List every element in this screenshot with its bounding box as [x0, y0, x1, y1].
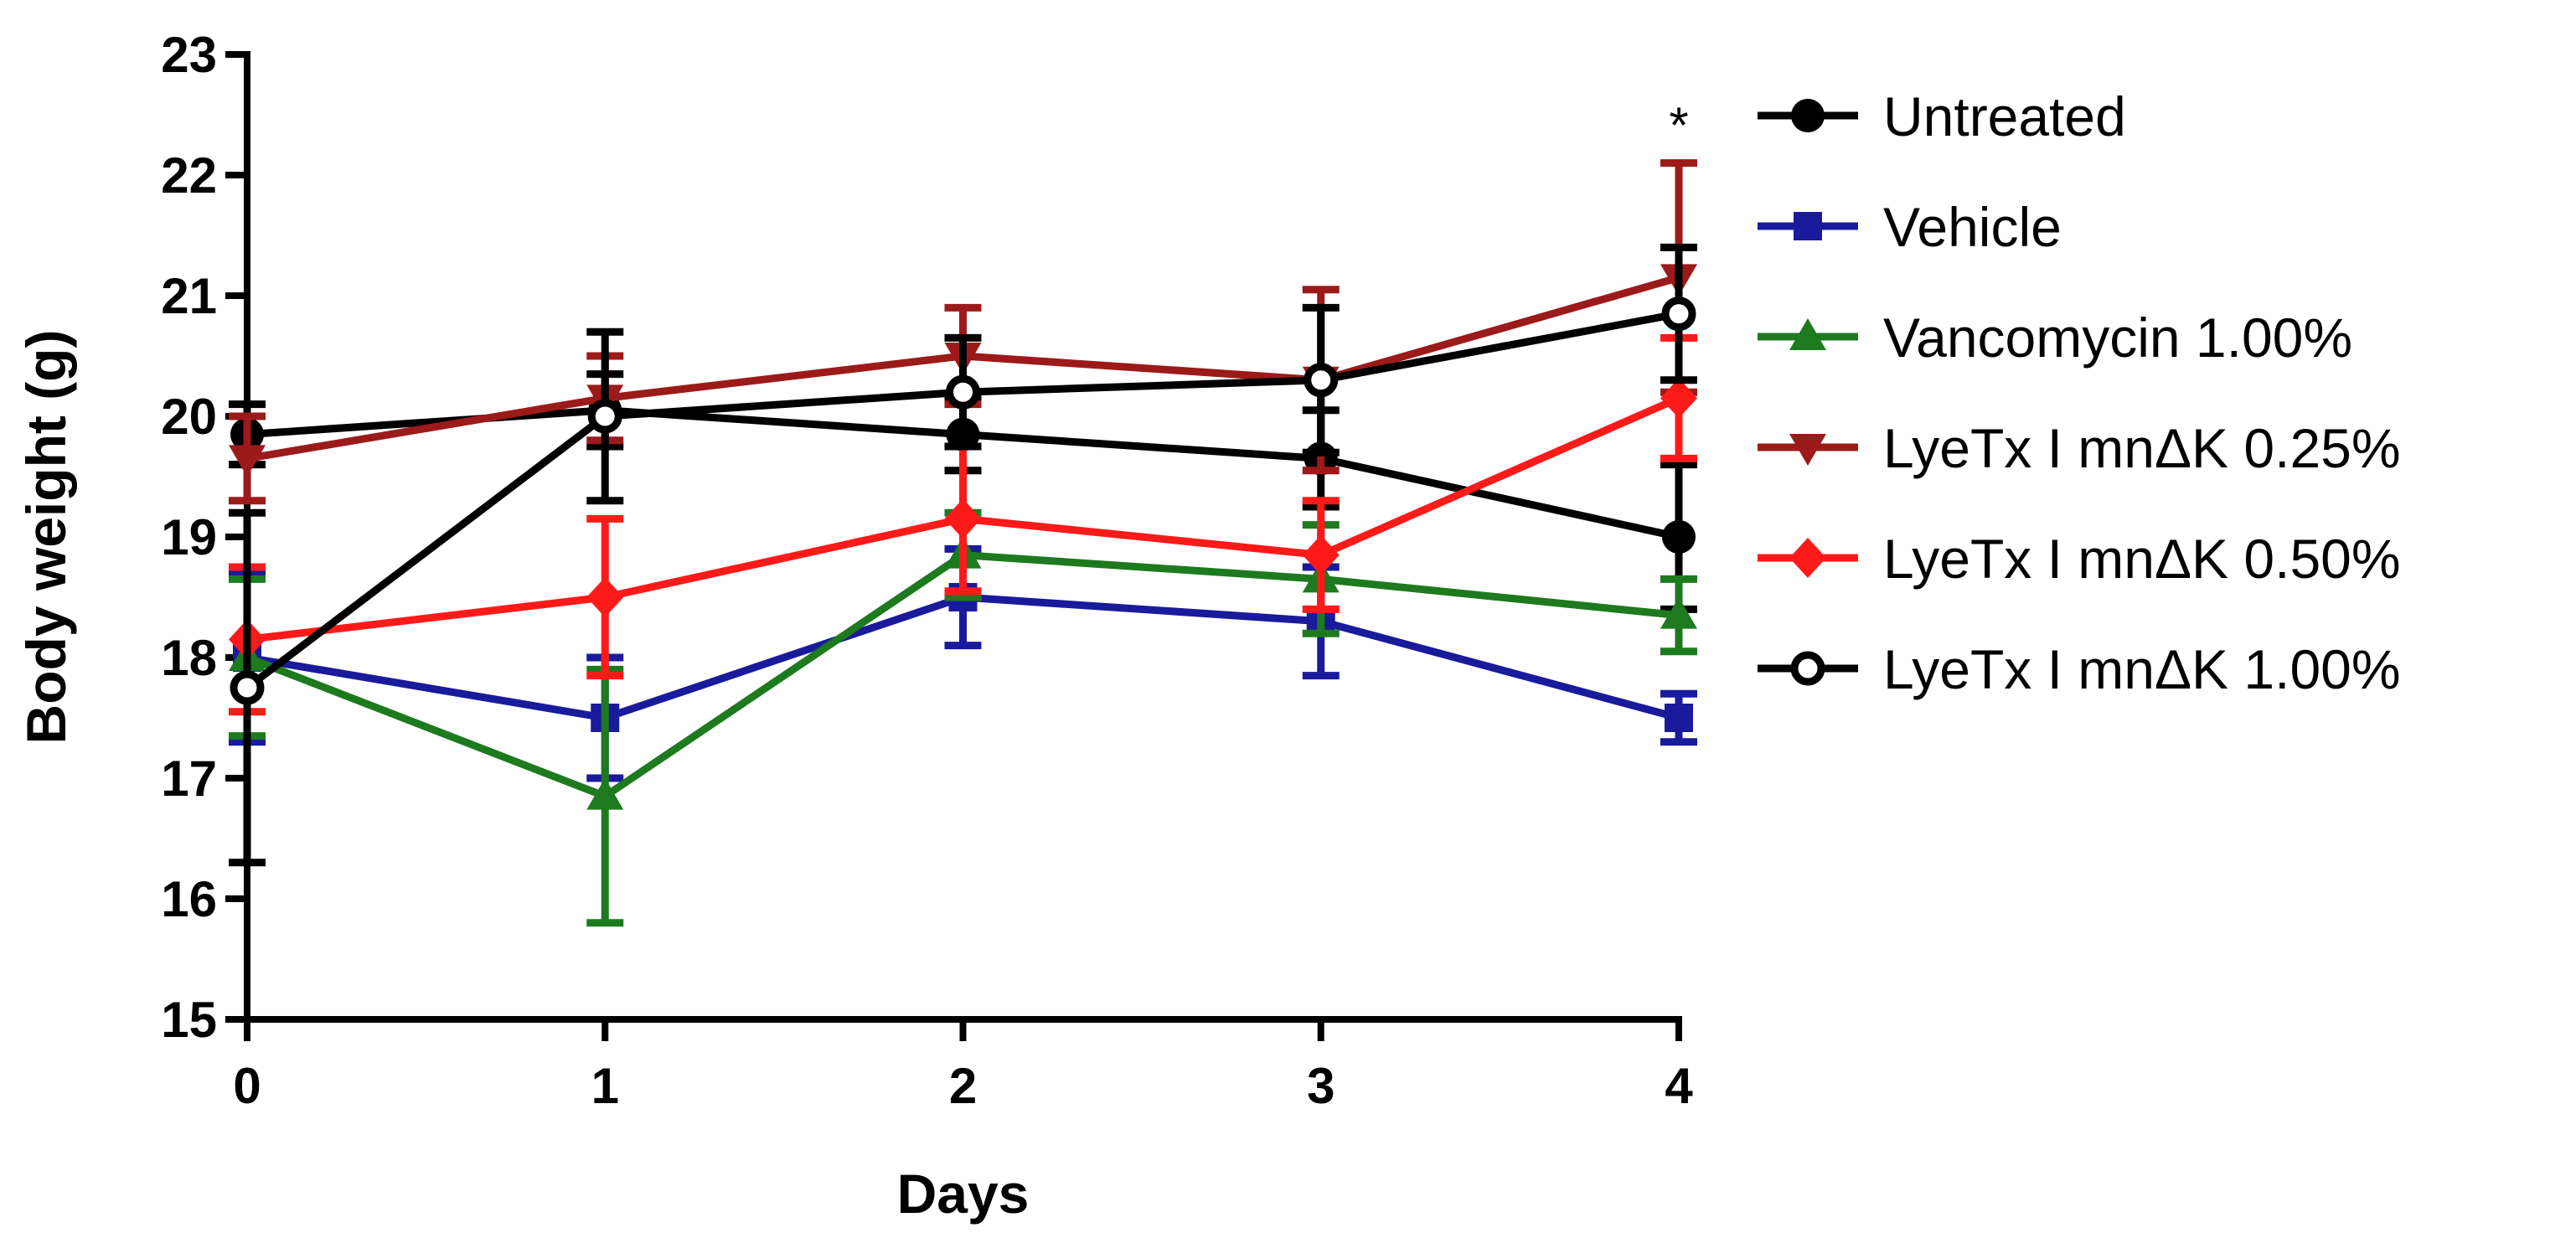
- data-point-lyetx-i-mn-k-0-50: [586, 577, 624, 617]
- x-tick-label: 1: [591, 1058, 619, 1114]
- legend-symbol-lyetx-100: [1758, 651, 1858, 686]
- y-tick-label: 15: [161, 992, 217, 1048]
- data-point-lyetx-i-mn-k-0-50: [944, 498, 982, 539]
- legend-item-lyetx-100: LyeTx I mnΔK 1.00%: [1758, 638, 2401, 700]
- data-point-lyetx-i-mn-k-1-00: [1661, 297, 1696, 332]
- legend-label-vehicle: Vehicle: [1883, 196, 2062, 258]
- series: [229, 159, 1697, 927]
- data-point-vancomycin-1-00: [1660, 596, 1697, 629]
- legend-symbol-lyetx-050: [1758, 538, 1858, 578]
- y-tick-label: 21: [161, 268, 217, 324]
- legend-symbol-untreated: [1758, 99, 1858, 132]
- legend-item-lyetx-050: LyeTx I mnΔK 0.50%: [1758, 528, 2401, 590]
- legend-symbol-vehicle: [1758, 212, 1858, 240]
- legend-item-vehicle: Vehicle: [1758, 196, 2062, 258]
- legend-item-vancomycin: Vancomycin 1.00%: [1758, 307, 2352, 369]
- legend-marker: [1794, 212, 1822, 240]
- x-tick-label: 4: [1665, 1058, 1693, 1114]
- legend: Untreated Vehicle Vancomycin 1.00% LyeTx…: [1758, 85, 2401, 700]
- data-point-lyetx-i-mn-k-1-00: [587, 399, 622, 434]
- series-lyetx-i-mn-k-0-50: [229, 333, 1697, 716]
- series-lyetx-i-mn-k-1-00: [229, 243, 1697, 867]
- y-tick-label: 22: [161, 147, 217, 204]
- data-point-lyetx-i-mn-k-0-50: [1302, 534, 1340, 575]
- legend-label-lyetx-100: LyeTx I mnΔK 1.00%: [1883, 638, 2401, 700]
- x-tick-label: 2: [949, 1058, 977, 1114]
- legend-symbol-vancomycin: [1758, 318, 1858, 350]
- legend-marker: [1789, 538, 1826, 578]
- legend-symbol-lyetx-025: [1758, 434, 1858, 466]
- data-point-vehicle: [1665, 704, 1693, 732]
- data-point-untreated: [1662, 520, 1696, 554]
- legend-marker: [1789, 434, 1826, 466]
- legend-item-untreated: Untreated: [1758, 85, 2126, 147]
- data-point-lyetx-i-mn-k-1-00: [230, 670, 265, 705]
- data-point-lyetx-i-mn-k-1-00: [946, 374, 980, 410]
- legend-marker: [1789, 318, 1826, 350]
- legend-label-lyetx-025: LyeTx I mnΔK 0.25%: [1883, 417, 2401, 479]
- y-tick-label: 16: [161, 871, 217, 927]
- x-tick-label: 0: [233, 1058, 261, 1114]
- legend-label-vancomycin: Vancomycin 1.00%: [1883, 307, 2352, 369]
- data-point-lyetx-i-mn-k-0-25: [229, 445, 266, 477]
- y-tick-label: 18: [161, 630, 217, 686]
- y-tick-label: 19: [161, 509, 217, 565]
- y-axis-title: Body weight (g): [15, 330, 77, 745]
- y-tick-label: 23: [161, 27, 217, 83]
- legend-marker: [1790, 651, 1825, 686]
- data-point-lyetx-i-mn-k-1-00: [1303, 363, 1339, 398]
- y-tick-label: 20: [161, 389, 217, 445]
- legend-label-lyetx-050: LyeTx I mnΔK 0.50%: [1883, 528, 2401, 590]
- y-tick-label: 17: [161, 751, 217, 807]
- legend-item-lyetx-025: LyeTx I mnΔK 0.25%: [1758, 417, 2401, 479]
- legend-label-untreated: Untreated: [1883, 85, 2126, 147]
- significance-annotation: *: [1669, 97, 1688, 153]
- x-axis-title: Days: [897, 1163, 1030, 1225]
- data-point-vancomycin-1-00: [586, 777, 624, 810]
- legend-marker: [1791, 99, 1825, 132]
- data-point-lyetx-i-mn-k-0-50: [1660, 378, 1697, 419]
- x-tick-label: 3: [1307, 1058, 1334, 1114]
